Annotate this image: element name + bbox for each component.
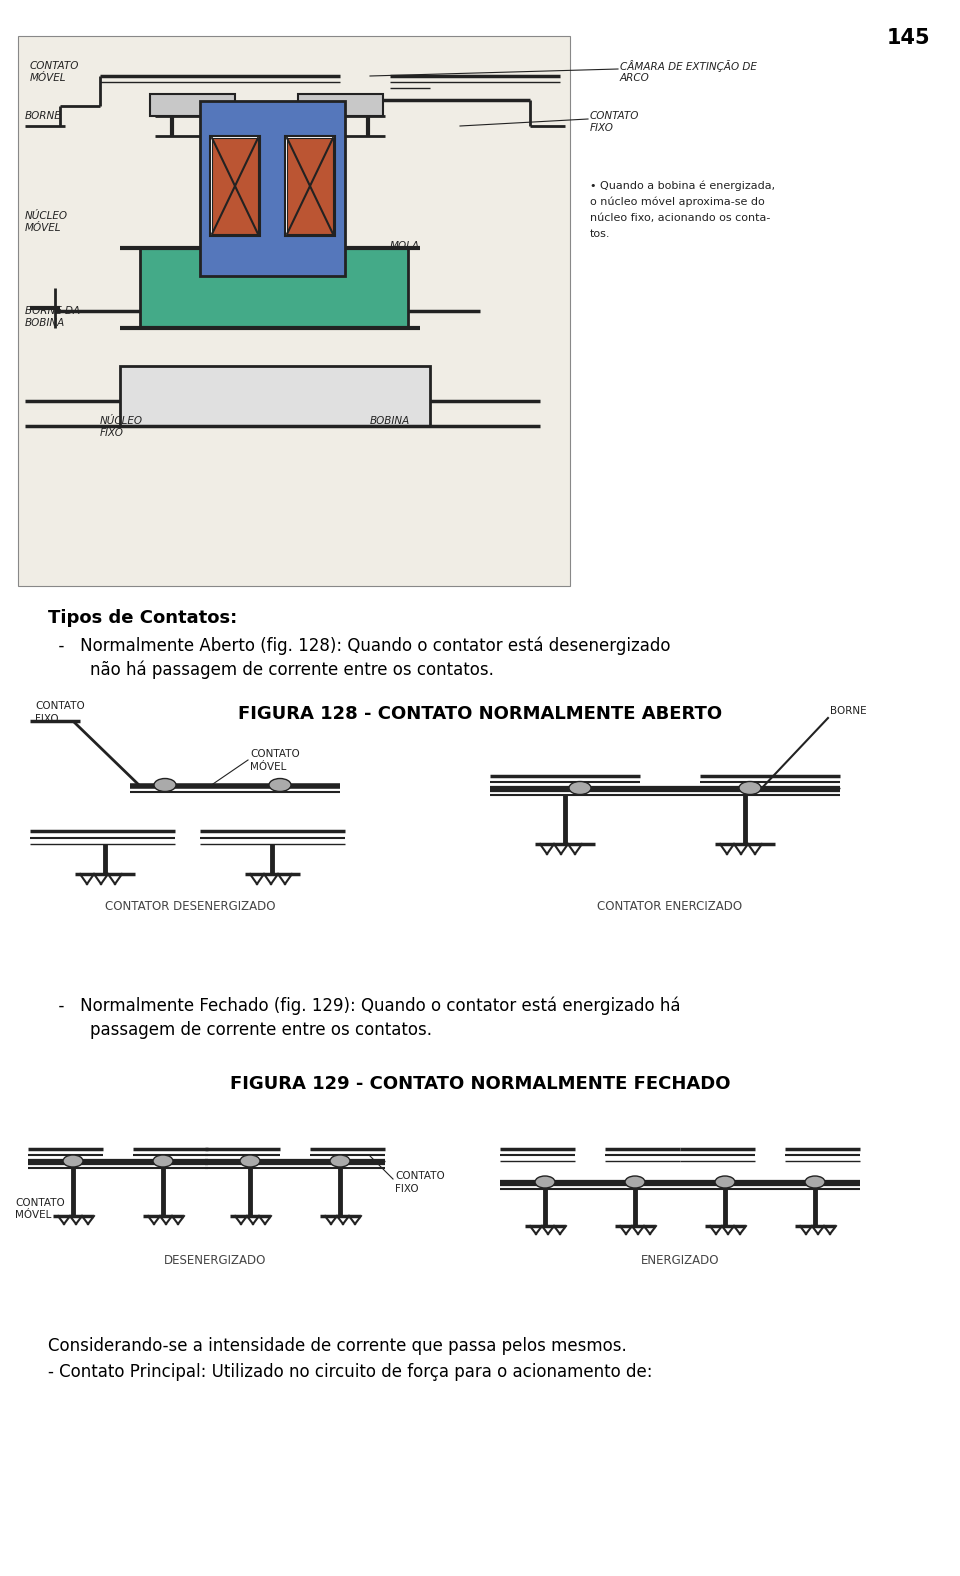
- Text: MÓVEL: MÓVEL: [250, 763, 286, 772]
- Text: ARCO: ARCO: [620, 72, 650, 84]
- Text: DESENERGIZADO: DESENERGIZADO: [164, 1254, 266, 1267]
- Text: MOLA: MOLA: [390, 241, 420, 251]
- Ellipse shape: [569, 782, 591, 794]
- Text: FIXO: FIXO: [590, 123, 613, 132]
- Text: MÓVEL: MÓVEL: [25, 222, 61, 233]
- Bar: [140, 247, 408, 328]
- Text: o núcleo móvel aproxima-se do: o núcleo móvel aproxima-se do: [590, 197, 765, 208]
- Bar: [298, 95, 383, 117]
- Bar: [210, 136, 260, 236]
- Text: FIGURA 129 - CONTATO NORMALMENTE FECHADO: FIGURA 129 - CONTATO NORMALMENTE FECHADO: [229, 1075, 731, 1094]
- Text: BOBINA: BOBINA: [25, 318, 65, 328]
- Bar: [212, 139, 258, 233]
- Text: CONTATO: CONTATO: [590, 110, 639, 121]
- Text: Considerando-se a intensidade de corrente que passa pelos mesmos.: Considerando-se a intensidade de corrent…: [48, 1336, 627, 1355]
- Text: BORNE DA: BORNE DA: [25, 306, 80, 317]
- Text: CONTATO: CONTATO: [15, 1198, 64, 1207]
- Text: ENERGIZADO: ENERGIZADO: [640, 1254, 719, 1267]
- Text: - Contato Principal: Utilizado no circuito de força para o acionamento de:: - Contato Principal: Utilizado no circui…: [48, 1363, 653, 1381]
- Text: • Quando a bobina é energizada,: • Quando a bobina é energizada,: [590, 181, 775, 191]
- Bar: [285, 136, 335, 236]
- Ellipse shape: [805, 1176, 825, 1188]
- Bar: [150, 95, 235, 117]
- Ellipse shape: [739, 782, 761, 794]
- Text: CONTATO: CONTATO: [30, 61, 80, 71]
- Text: BOBINA: BOBINA: [370, 416, 410, 426]
- Text: tos.: tos.: [590, 229, 611, 240]
- Text: não há passagem de corrente entre os contatos.: não há passagem de corrente entre os con…: [48, 660, 493, 679]
- Ellipse shape: [269, 779, 291, 791]
- Text: -   Normalmente Fechado (fig. 129): Quando o contator está energizado há: - Normalmente Fechado (fig. 129): Quando…: [48, 996, 681, 1015]
- Text: FIXO: FIXO: [35, 714, 59, 723]
- Ellipse shape: [330, 1155, 350, 1166]
- Text: núcleo fixo, acionando os conta-: núcleo fixo, acionando os conta-: [590, 213, 770, 222]
- Ellipse shape: [625, 1176, 645, 1188]
- Ellipse shape: [154, 779, 176, 791]
- Text: CÂMARA DE EXTINÇÃO DE: CÂMARA DE EXTINÇÃO DE: [620, 60, 756, 72]
- Text: FIXO: FIXO: [100, 429, 124, 438]
- Text: NÚCLEO: NÚCLEO: [25, 211, 68, 221]
- Ellipse shape: [240, 1155, 260, 1166]
- Ellipse shape: [535, 1176, 555, 1188]
- Text: -   Normalmente Aberto (fig. 128): Quando o contator está desenergizado: - Normalmente Aberto (fig. 128): Quando …: [48, 637, 670, 656]
- Text: CONTATO: CONTATO: [35, 701, 84, 711]
- Text: CONTATOR ENERCIZADO: CONTATOR ENERCIZADO: [597, 900, 743, 913]
- Bar: [287, 139, 333, 233]
- Text: Tipos de Contatos:: Tipos de Contatos:: [48, 608, 237, 627]
- Text: FIXO: FIXO: [395, 1184, 419, 1195]
- Bar: [18, 36, 570, 586]
- Text: MÓVEL: MÓVEL: [15, 1210, 52, 1220]
- Text: FIGURA 128 - CONTATO NORMALMENTE ABERTO: FIGURA 128 - CONTATO NORMALMENTE ABERTO: [238, 704, 722, 723]
- Ellipse shape: [715, 1176, 735, 1188]
- Text: NÚCLEO: NÚCLEO: [100, 416, 143, 426]
- Ellipse shape: [153, 1155, 173, 1166]
- Text: 145: 145: [886, 28, 930, 47]
- Bar: [120, 366, 430, 426]
- Ellipse shape: [63, 1155, 83, 1166]
- Text: CONTATOR DESENERGIZADO: CONTATOR DESENERGIZADO: [105, 900, 276, 913]
- Text: MÓVEL: MÓVEL: [30, 72, 66, 84]
- Text: BORNE: BORNE: [830, 706, 867, 716]
- Bar: [200, 101, 345, 276]
- Text: CONTATO: CONTATO: [250, 749, 300, 760]
- Text: CONTATO: CONTATO: [395, 1171, 444, 1180]
- Text: passagem de corrente entre os contatos.: passagem de corrente entre os contatos.: [48, 1021, 432, 1039]
- Text: BORNE: BORNE: [25, 110, 61, 121]
